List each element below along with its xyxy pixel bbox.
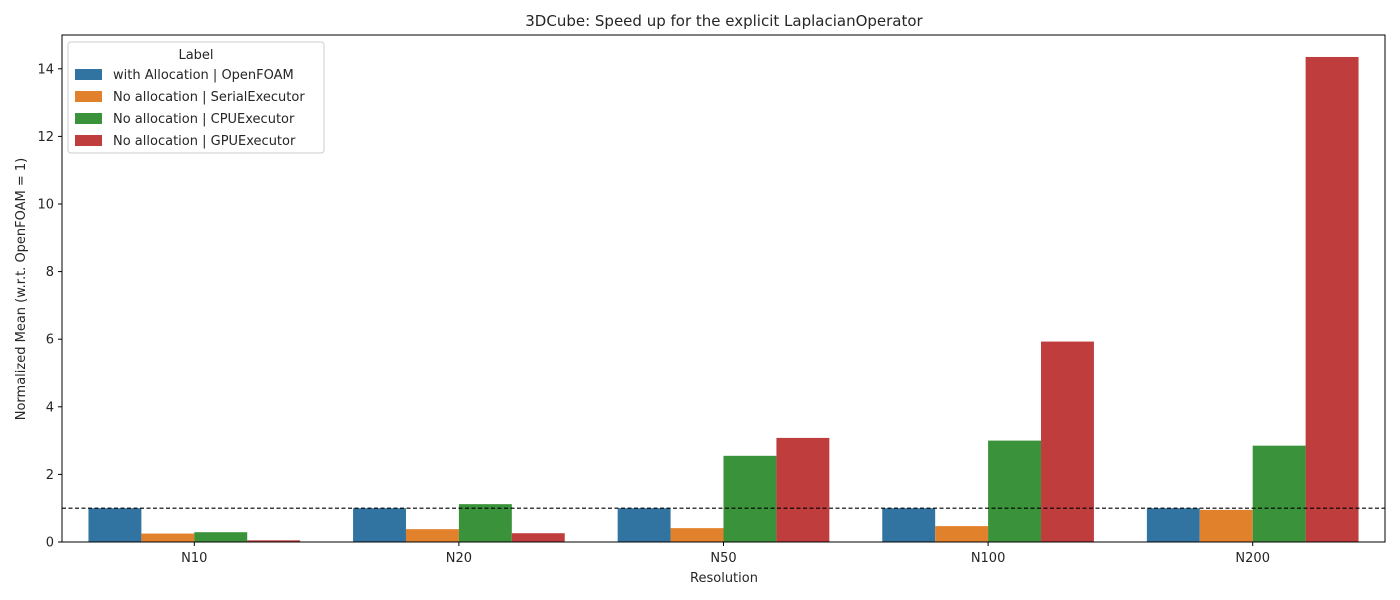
bar: No allocation | GPUExecutor — N20: 0.26 — [511, 533, 565, 542]
bar: No allocation | CPUExecutor — N200: 2.85 — [1252, 445, 1306, 542]
x-axis-title: Resolution — [690, 571, 758, 586]
bar: No allocation | SerialExecutor — N200: 0… — [1199, 509, 1253, 542]
legend-frame — [67, 41, 325, 154]
bar: No allocation | SerialExecutor — N50: 0.… — [670, 528, 724, 542]
y-axis-title: Normalized Mean (w.r.t. OpenFOAM = 1) — [14, 158, 29, 421]
y-tick-label: 2 — [46, 468, 54, 483]
y-tick-label: 6 — [46, 333, 54, 348]
x-tick-label: N50 — [710, 551, 736, 566]
legend-swatch — [75, 135, 102, 146]
y-tick-label: 0 — [46, 536, 54, 551]
y-tick-label: 14 — [37, 62, 54, 77]
legend-swatch — [75, 91, 102, 102]
bar: No allocation | GPUExecutor — N50: 3.08 — [776, 437, 830, 542]
x-tick-label: N200 — [1235, 551, 1270, 566]
chart-title: 3DCube: Speed up for the explicit Laplac… — [525, 12, 923, 30]
x-tick-label: N100 — [971, 551, 1006, 566]
bar: No allocation | SerialExecutor — N20: 0.… — [405, 529, 459, 542]
bar: No allocation | SerialExecutor — N10: 0.… — [141, 533, 195, 542]
legend-label: No allocation | GPUExecutor — [113, 134, 296, 149]
bar: No allocation | CPUExecutor — N100: 3 — [988, 440, 1042, 542]
bar: No allocation | CPUExecutor — N50: 2.55 — [723, 455, 777, 542]
y-tick-label: 10 — [37, 198, 54, 213]
bar: with Allocation | OpenFOAM — N100: 1 — [882, 508, 936, 542]
y-tick-label: 8 — [46, 265, 54, 280]
legend-swatch — [75, 113, 102, 124]
legend-label: with Allocation | OpenFOAM — [113, 68, 294, 83]
bar: with Allocation | OpenFOAM — N10: 1 — [88, 508, 142, 542]
bar: with Allocation | OpenFOAM — N20: 1 — [353, 508, 406, 542]
bar: No allocation | GPUExecutor — N200: 14.3… — [1305, 56, 1359, 542]
bar: with Allocation | OpenFOAM — N200: 1 — [1146, 508, 1200, 542]
plot-area: with Allocation | OpenFOAM — N10: 1 with … — [37, 34, 1386, 566]
legend-items: with Allocation | OpenFOAM No allocation … — [75, 68, 305, 149]
x-tick-label: N20 — [446, 551, 472, 566]
bar: No allocation | CPUExecutor — N20: 1.12 — [458, 504, 512, 542]
x-tick-label: N10 — [181, 551, 207, 566]
bar: with Allocation | OpenFOAM — N50: 1 — [617, 508, 671, 542]
bar: No allocation | CPUExecutor — N10: 0.29 — [194, 532, 248, 542]
y-tick-label: 12 — [37, 130, 54, 145]
legend-label: No allocation | SerialExecutor — [113, 90, 305, 105]
bar: No allocation | GPUExecutor — N10: 0.05 — [247, 540, 301, 542]
legend-label: No allocation | CPUExecutor — [113, 112, 295, 127]
y-tick-label: 4 — [46, 400, 54, 415]
legend: Label with Allocation | OpenFOAM No alloc… — [67, 41, 325, 154]
legend-swatch — [75, 69, 102, 80]
bar: No allocation | SerialExecutor — N100: 0… — [935, 526, 989, 542]
legend-title: Label — [178, 48, 213, 63]
bar: No allocation | GPUExecutor — N100: 5.93 — [1041, 341, 1094, 542]
